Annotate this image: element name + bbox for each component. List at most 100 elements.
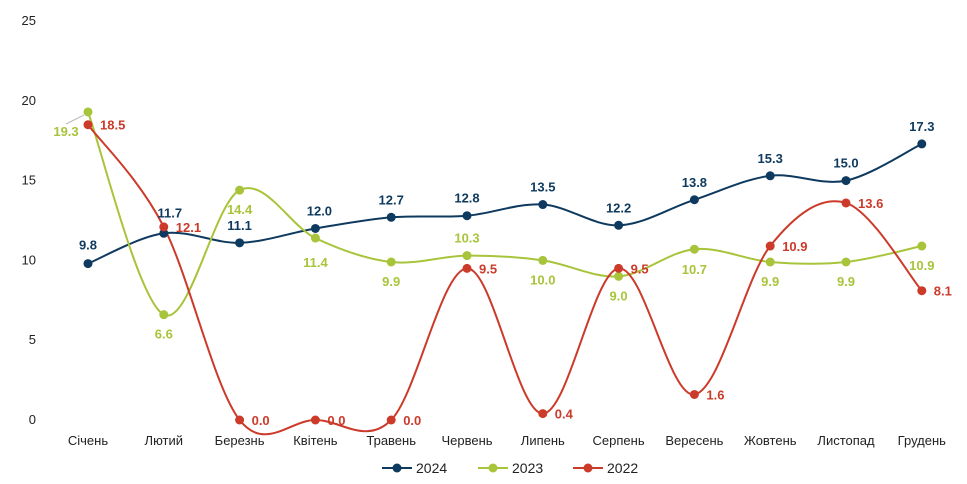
data-point-2023 bbox=[83, 107, 93, 117]
leader-line bbox=[65, 114, 85, 125]
data-label-2023: 9.9 bbox=[837, 274, 855, 289]
data-label-2024: 11.1 bbox=[227, 218, 252, 233]
x-tick-label: Серпень bbox=[593, 433, 645, 448]
data-label-2023: 9.9 bbox=[382, 274, 400, 289]
x-axis: Січень Лютий Березнь Квітень Травень Червень Л… bbox=[68, 433, 946, 448]
data-label-2023: 6.6 bbox=[155, 327, 173, 342]
data-label-2022: 0.4 bbox=[555, 407, 574, 422]
data-point-2024 bbox=[386, 212, 396, 222]
data-point-2022 bbox=[614, 263, 624, 273]
y-tick-label: 20 bbox=[22, 93, 36, 108]
data-label-2024: 13.8 bbox=[682, 175, 707, 190]
x-tick-label: Травень bbox=[366, 433, 416, 448]
legend-marker-2023 bbox=[488, 463, 498, 473]
data-point-2024 bbox=[689, 195, 699, 205]
data-point-2022 bbox=[159, 222, 169, 232]
legend-marker-2024 bbox=[392, 463, 402, 473]
data-point-2022 bbox=[765, 241, 775, 251]
data-label-2022: 9.5 bbox=[479, 261, 497, 276]
data-point-2024 bbox=[614, 220, 624, 230]
data-label-2024: 11.7 bbox=[158, 205, 183, 220]
x-tick-label: Квітень bbox=[293, 433, 338, 448]
data-point-2024 bbox=[917, 139, 927, 149]
data-labels: 9.8 11.7 11.1 12.0 12.7 12.8 13.5 12.2 13.8 15.3 1… bbox=[53, 118, 952, 428]
x-tick-label: Лютий bbox=[145, 433, 183, 448]
y-tick-label: 0 bbox=[29, 412, 36, 427]
data-point-2022 bbox=[841, 198, 851, 208]
data-point-2024 bbox=[462, 211, 472, 221]
y-tick-label: 25 bbox=[22, 13, 36, 28]
data-point-2023 bbox=[689, 244, 699, 254]
data-point-2023 bbox=[614, 271, 624, 281]
x-tick-label: Червень bbox=[441, 433, 492, 448]
x-tick-label: Жовтень bbox=[744, 433, 797, 448]
data-label-2022: 10.9 bbox=[782, 239, 807, 254]
data-label-2023: 14.4 bbox=[227, 202, 253, 217]
data-point-2022 bbox=[310, 415, 320, 425]
data-label-2023: 19.3 bbox=[53, 124, 78, 139]
data-point-2023 bbox=[310, 233, 320, 243]
data-label-2023: 10.9 bbox=[909, 258, 934, 273]
data-point-2023 bbox=[386, 257, 396, 267]
data-label-2024: 12.2 bbox=[606, 200, 631, 215]
x-tick-label: Липень bbox=[521, 433, 565, 448]
data-label-2023: 9.0 bbox=[610, 288, 628, 303]
data-label-2022: 12.1 bbox=[176, 220, 201, 235]
data-point-2023 bbox=[235, 185, 245, 195]
x-tick-label: Вересень bbox=[665, 433, 723, 448]
legend-label-2022: 2022 bbox=[607, 460, 638, 476]
x-tick-label: Січень bbox=[68, 433, 108, 448]
legend-label-2024: 2024 bbox=[416, 460, 447, 476]
data-point-2022 bbox=[462, 263, 472, 273]
data-label-2024: 15.0 bbox=[833, 156, 858, 171]
data-label-2022: 0.0 bbox=[403, 413, 421, 428]
data-point-2024 bbox=[310, 223, 320, 233]
data-label-2023: 10.0 bbox=[530, 272, 555, 287]
data-label-2024: 9.8 bbox=[79, 238, 97, 253]
data-point-2022 bbox=[235, 415, 245, 425]
data-point-2024 bbox=[235, 238, 245, 248]
data-point-2024 bbox=[159, 228, 169, 238]
data-point-2024 bbox=[841, 176, 851, 186]
data-point-2023 bbox=[462, 251, 472, 261]
data-label-2022: 18.5 bbox=[100, 118, 125, 133]
x-tick-label: Листопад bbox=[817, 433, 875, 448]
data-label-2022: 0.0 bbox=[327, 413, 345, 428]
data-label-2023: 9.9 bbox=[761, 274, 779, 289]
data-points bbox=[83, 107, 927, 425]
data-label-2023: 11.4 bbox=[303, 255, 328, 270]
data-label-2022: 8.1 bbox=[934, 284, 952, 299]
data-point-2023 bbox=[159, 310, 169, 320]
data-label-2023: 10.7 bbox=[682, 262, 707, 277]
series-line-2022 bbox=[87, 124, 923, 436]
data-label-2022: 9.5 bbox=[631, 261, 649, 276]
legend-label-2023: 2023 bbox=[512, 460, 543, 476]
x-tick-label: Грудень bbox=[898, 433, 946, 448]
y-axis: 0 5 10 15 20 25 bbox=[22, 13, 36, 427]
data-point-2024 bbox=[765, 171, 775, 181]
legend: 2024 2023 2022 bbox=[382, 460, 638, 476]
data-point-2023 bbox=[917, 241, 927, 251]
data-point-2022 bbox=[538, 409, 548, 419]
data-point-2022 bbox=[386, 415, 396, 425]
data-label-2024: 15.3 bbox=[758, 151, 783, 166]
data-point-2022 bbox=[689, 389, 699, 399]
data-label-2024: 17.3 bbox=[909, 119, 934, 134]
x-tick-label: Березнь bbox=[215, 433, 265, 448]
data-point-2024 bbox=[538, 200, 548, 210]
data-label-2024: 12.0 bbox=[307, 203, 332, 218]
y-tick-label: 10 bbox=[22, 252, 36, 267]
data-label-2022: 0.0 bbox=[252, 413, 270, 428]
y-tick-label: 15 bbox=[22, 173, 36, 188]
data-label-2024: 13.5 bbox=[530, 180, 555, 195]
data-label-2023: 10.3 bbox=[454, 231, 479, 246]
data-label-2024: 12.8 bbox=[454, 191, 479, 206]
data-label-2022: 1.6 bbox=[706, 387, 724, 402]
data-point-2023 bbox=[841, 257, 851, 267]
data-point-2022 bbox=[83, 120, 93, 130]
series-line-2024 bbox=[87, 143, 923, 265]
data-point-2023 bbox=[765, 257, 775, 267]
data-label-2022: 13.6 bbox=[858, 196, 883, 211]
series-line-2023 bbox=[87, 111, 923, 317]
